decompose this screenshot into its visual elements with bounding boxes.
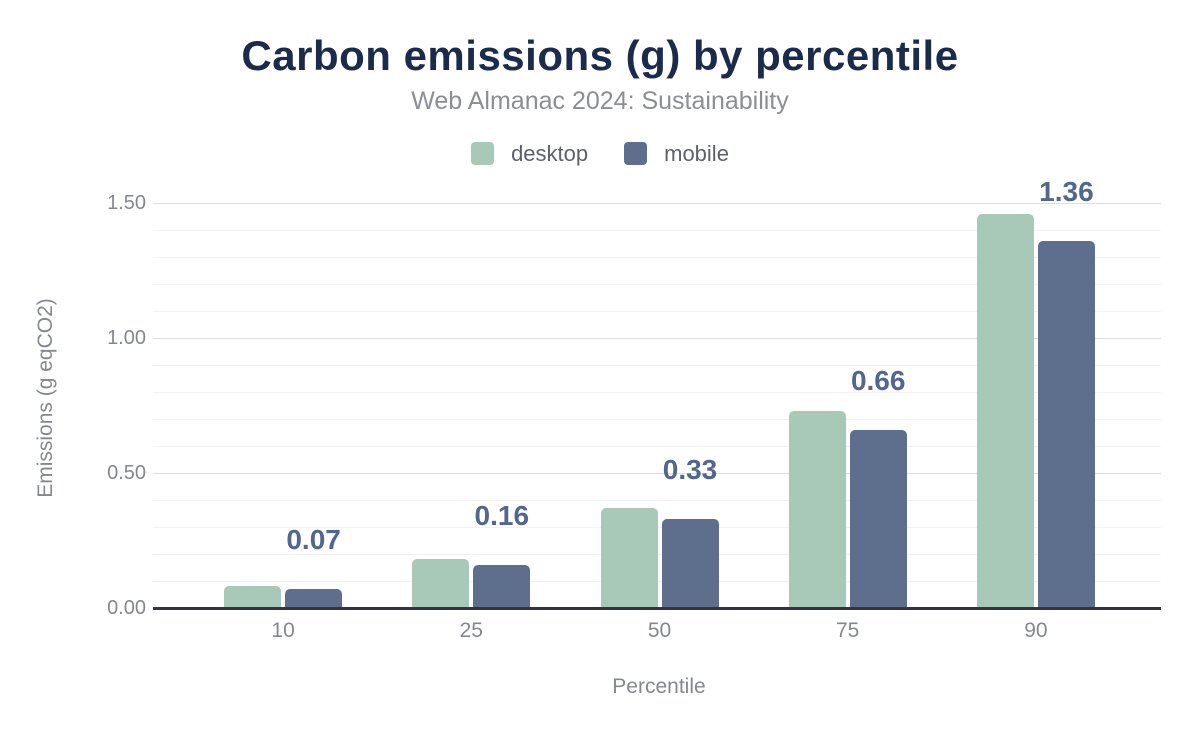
bar-desktop-p50[interactable] <box>600 508 658 608</box>
data-label-p75: 0.66 <box>850 364 906 396</box>
bar-desktop-p90[interactable] <box>976 213 1034 608</box>
chart-title: Carbon emissions (g) by percentile <box>241 32 959 79</box>
minor-gridline <box>153 446 1161 447</box>
x-axis-title: Percentile <box>612 675 706 698</box>
x-tick-label-25: 25 <box>459 619 483 642</box>
data-label-p90: 1.36 <box>1039 175 1094 207</box>
minor-gridline <box>153 365 1161 366</box>
data-label-p10: 0.07 <box>286 524 341 556</box>
bar-mobile-p90[interactable] <box>1037 240 1095 608</box>
data-label-p50: 0.33 <box>662 453 718 485</box>
legend-item-desktop[interactable]: desktop <box>471 142 588 165</box>
y-tick-label: 0.50 <box>107 462 146 484</box>
minor-gridline <box>153 311 1161 312</box>
x-tick-label-75: 75 <box>836 619 860 642</box>
minor-gridline <box>153 284 1161 285</box>
y-tick-label: 1.50 <box>107 192 146 214</box>
bar-mobile-p75[interactable] <box>849 429 907 608</box>
minor-gridline <box>153 392 1161 393</box>
y-tick-label: 0.00 <box>107 597 146 619</box>
mobile-swatch-icon <box>624 142 648 165</box>
bar-desktop-p75[interactable] <box>788 410 846 608</box>
x-axis-line <box>153 607 1161 610</box>
major-gridline <box>153 203 1161 204</box>
y-axis-title: Emissions (g eqCO2) <box>34 298 57 498</box>
legend-label-mobile: mobile <box>664 140 729 166</box>
minor-gridline <box>153 257 1161 258</box>
minor-gridline <box>153 230 1161 231</box>
bar-mobile-p50[interactable] <box>661 518 719 608</box>
major-gridline <box>153 473 1161 474</box>
x-tick-label-90: 90 <box>1024 619 1048 642</box>
desktop-swatch-icon <box>471 142 495 165</box>
minor-gridline <box>153 500 1161 501</box>
bar-desktop-p10[interactable] <box>224 586 282 608</box>
y-tick-label: 1.00 <box>107 327 146 349</box>
bar-mobile-p10[interactable] <box>285 589 343 608</box>
x-tick-label-50: 50 <box>647 619 672 642</box>
data-label-p25: 0.16 <box>474 499 530 531</box>
minor-gridline <box>153 419 1161 420</box>
legend-item-mobile[interactable]: mobile <box>624 142 729 165</box>
major-gridline <box>153 338 1161 339</box>
bar-desktop-p25[interactable] <box>412 559 470 608</box>
bar-mobile-p25[interactable] <box>473 564 531 608</box>
x-tick-label-10: 10 <box>271 619 295 642</box>
legend: desktop mobile <box>0 142 1200 165</box>
chart-subtitle: Web Almanac 2024: Sustainability <box>411 87 789 115</box>
legend-label-desktop: desktop <box>511 140 589 166</box>
